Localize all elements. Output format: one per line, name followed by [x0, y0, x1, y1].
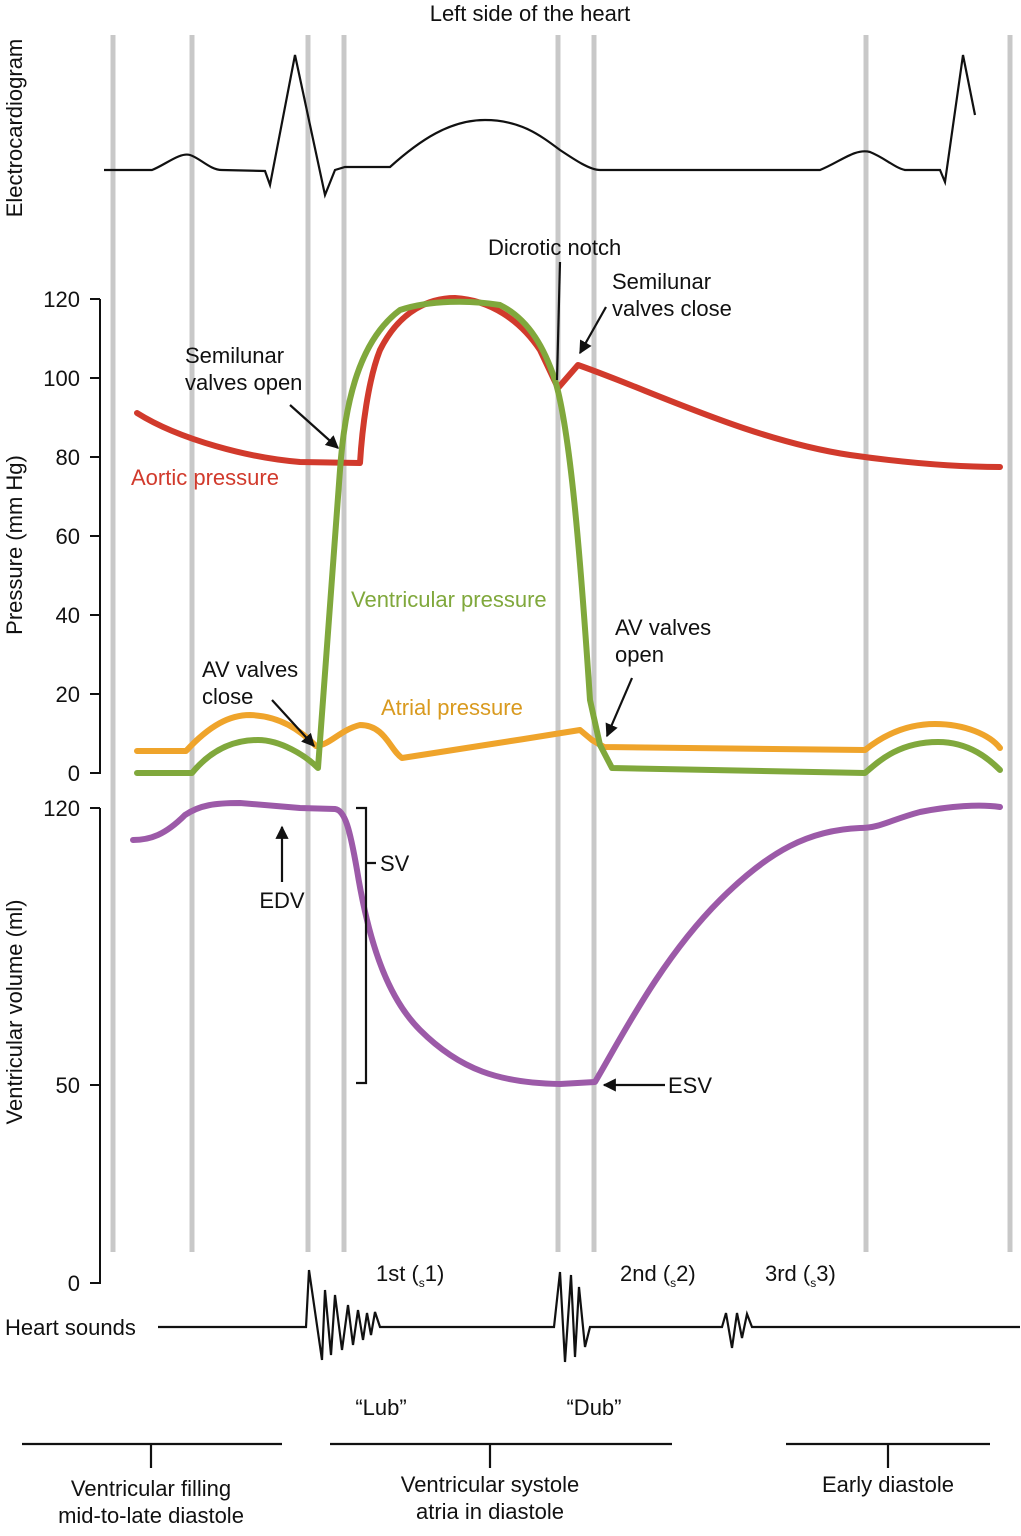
av-close-arrow — [271, 699, 315, 747]
tick-label: 20 — [56, 682, 80, 707]
svg-text:mid-to-late diastole: mid-to-late diastole — [58, 1503, 244, 1528]
svg-text:Early diastole: Early diastole — [822, 1472, 954, 1497]
dicrotic-notch-label: Dicrotic notch — [488, 235, 621, 260]
svg-text:Ventricular filling: Ventricular filling — [71, 1476, 231, 1501]
atrial-pressure-curve — [134, 712, 1003, 761]
av-close-label-1: AV valves — [202, 657, 298, 682]
semilunar-open-arrow — [289, 404, 339, 449]
phase-early-diastole: Early diastole — [786, 1442, 990, 1497]
stroke-volume-bracket — [356, 806, 376, 1085]
av-close-label-2: close — [202, 684, 253, 709]
heart-sounds-trace — [158, 1269, 1020, 1363]
pressure-axis: 0 20 40 60 80 100 120 Pressure (mm Hg) — [2, 287, 101, 786]
tick-label: 50 — [56, 1073, 80, 1098]
ventricular-pressure-curve — [134, 298, 1003, 776]
av-open-label-2: open — [615, 642, 664, 667]
av-open-arrow — [605, 677, 634, 738]
phase-ventricular-systole: Ventricular systole atria in diastole — [330, 1442, 672, 1524]
sv-label: SV — [380, 851, 410, 876]
third-sound-label: 3rd (s3) — [765, 1261, 836, 1290]
lub-label: “Lub” — [355, 1395, 406, 1420]
diagram-title: Left side of the heart — [430, 1, 631, 26]
volume-axis: 120 50 0 Ventricular volume (ml) — [2, 796, 101, 1296]
tick-label: 0 — [68, 1271, 80, 1296]
tick-label: 40 — [56, 603, 80, 628]
tick-label: 120 — [43, 287, 80, 312]
ecg-label: Electrocardiogram — [2, 39, 27, 218]
semilunar-close-arrow — [579, 306, 607, 355]
semilunar-close-label-2: valves close — [612, 296, 732, 321]
tick-label: 80 — [56, 445, 80, 470]
av-open-label-1: AV valves — [615, 615, 711, 640]
semilunar-open-label-2: valves open — [185, 370, 302, 395]
volume-axis-label: Ventricular volume (ml) — [2, 900, 27, 1125]
tick-label: 0 — [68, 761, 80, 786]
tick-label: 60 — [56, 524, 80, 549]
semilunar-open-label-1: Semilunar — [185, 343, 284, 368]
heart-sounds-label: Heart sounds — [5, 1315, 136, 1340]
svg-text:Ventricular systole: Ventricular systole — [401, 1472, 580, 1497]
ecg-trace — [104, 54, 977, 199]
second-sound-label: 2nd (s2) — [620, 1261, 696, 1290]
esv-label: ESV — [668, 1073, 712, 1098]
phase-ventricular-filling: Ventricular filling mid-to-late diastole — [22, 1442, 282, 1528]
semilunar-close-label-1: Semilunar — [612, 269, 711, 294]
pressure-axis-label: Pressure (mm Hg) — [2, 455, 27, 635]
phase-gridlines — [110, 35, 1013, 1252]
aortic-pressure-label: Aortic pressure — [131, 465, 279, 490]
tick-label: 120 — [43, 796, 80, 821]
svg-text:atria in diastole: atria in diastole — [416, 1499, 564, 1524]
ventricular-volume-curve — [130, 800, 1003, 1087]
dub-label: “Dub” — [566, 1395, 621, 1420]
dicrotic-notch-pointer — [555, 261, 562, 381]
tick-label: 100 — [43, 366, 80, 391]
atrial-pressure-label: Atrial pressure — [381, 695, 523, 720]
first-sound-label: 1st (s1) — [376, 1261, 444, 1290]
edv-label: EDV — [259, 888, 305, 913]
ventricular-pressure-label: Ventricular pressure — [351, 587, 547, 612]
